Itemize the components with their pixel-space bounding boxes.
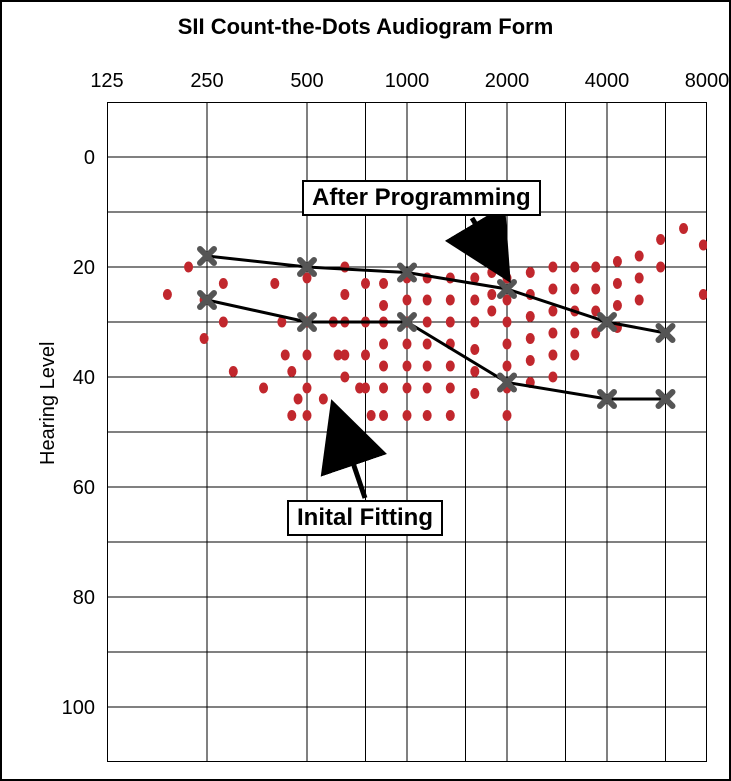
- tick-label: 8000: [685, 70, 730, 93]
- chart-title: SII Count-the-Dots Audiogram Form: [2, 14, 729, 40]
- tick-label: 4000: [585, 70, 630, 93]
- chart-frame: SII Count-the-Dots Audiogram Form Hearin…: [0, 0, 731, 781]
- tick-label: 1000: [385, 70, 430, 93]
- tick-label: 0: [84, 147, 95, 170]
- tick-label: 40: [73, 367, 95, 390]
- tick-label: 80: [73, 587, 95, 610]
- tick-label: 500: [290, 70, 323, 93]
- tick-label: 250: [190, 70, 223, 93]
- annotation-inital-fitting: Inital Fitting: [287, 500, 443, 536]
- y-axis-label: Hearing Level: [37, 342, 60, 465]
- tick-label: 60: [73, 477, 95, 500]
- tick-label: 2000: [485, 70, 530, 93]
- tick-label: 20: [73, 257, 95, 280]
- tick-label: 100: [62, 697, 95, 720]
- annotation-after-programming: After Programming: [302, 180, 541, 216]
- tick-label: 125: [90, 70, 123, 93]
